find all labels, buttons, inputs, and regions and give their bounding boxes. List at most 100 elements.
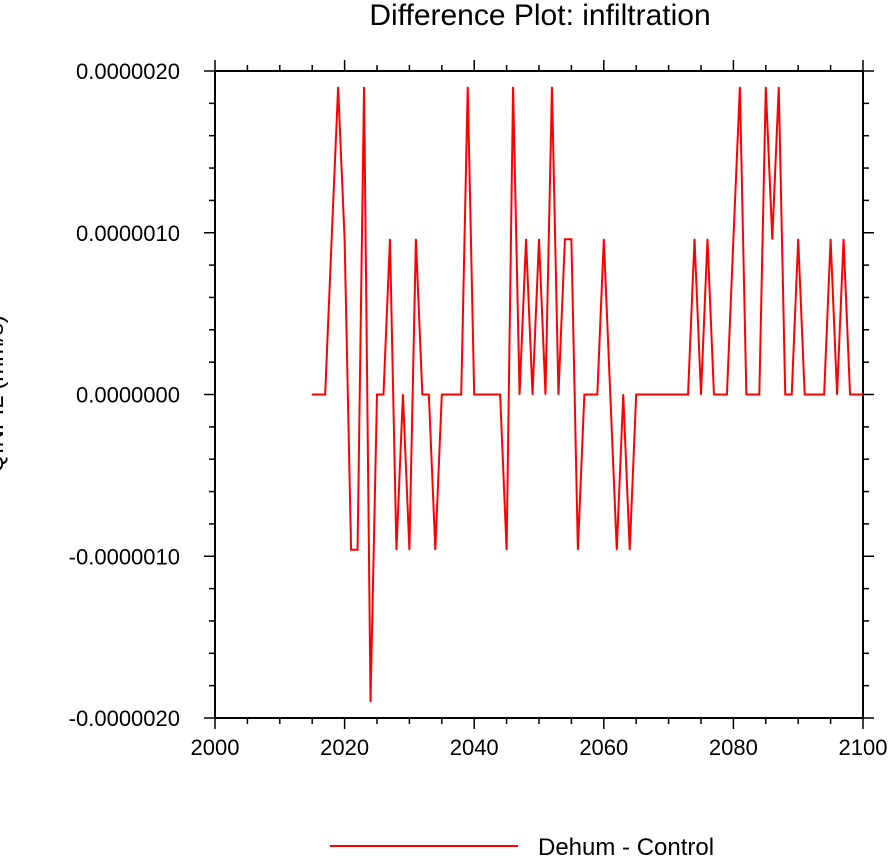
data-point: [668, 393, 670, 396]
data-point: [318, 393, 320, 396]
data-point: [732, 238, 735, 240]
x-tick-label: 2040: [450, 735, 499, 760]
x-axis-ticks: 2000 2020 2040 2060 2080 2100: [191, 60, 888, 760]
data-point: [551, 86, 553, 88]
data-point: [350, 549, 352, 551]
chart-title: Difference Plot: infiltration: [369, 0, 710, 32]
x-tick-label: 2000: [191, 735, 240, 760]
data-point: [467, 86, 469, 88]
data-point: [486, 393, 488, 396]
data-point: [454, 393, 456, 396]
data-point: [855, 393, 858, 396]
series-layer: [311, 86, 864, 703]
data-point: [603, 238, 605, 240]
data-point: [570, 238, 573, 240]
data-point: [356, 549, 359, 551]
data-point: [577, 549, 579, 551]
data-point: [674, 393, 676, 396]
data-point: [726, 393, 728, 396]
data-point: [713, 393, 715, 396]
data-point: [518, 393, 521, 396]
data-point: [525, 238, 527, 240]
data-point: [830, 238, 832, 240]
data-point: [557, 393, 560, 396]
data-point: [331, 238, 333, 240]
legend: Dehum - Control: [330, 834, 714, 857]
data-point: [402, 393, 404, 396]
data-point: [635, 393, 637, 396]
data-point: [817, 393, 819, 396]
x-tick-label: 2080: [709, 735, 758, 760]
data-point: [480, 393, 482, 396]
data-point: [745, 393, 747, 396]
data-point: [363, 86, 365, 88]
data-point: [344, 238, 346, 240]
data-point: [473, 393, 475, 396]
y-axis-ticks: -0.0000020 -0.0000010 0.0000000 0.0000010 0.…: [69, 59, 874, 731]
data-point: [538, 238, 540, 240]
data-point: [596, 393, 598, 396]
data-point: [680, 393, 683, 396]
data-point: [544, 393, 547, 396]
data-point: [778, 86, 780, 88]
data-point: [415, 238, 417, 240]
data-point: [428, 393, 430, 396]
y-axis-label: QINFIL (mm/s): [0, 315, 9, 473]
data-point: [376, 393, 378, 396]
data-point: [395, 549, 398, 551]
y-tick-label: 0.0000000: [76, 383, 180, 408]
data-point: [324, 393, 326, 396]
data-point: [590, 393, 592, 396]
data-point: [810, 393, 812, 396]
data-point: [382, 393, 385, 396]
data-point: [421, 393, 423, 396]
data-point: [739, 86, 741, 88]
x-tick-label: 2020: [320, 735, 369, 760]
data-point: [758, 393, 760, 396]
data-point: [337, 86, 339, 88]
data-point: [369, 701, 372, 703]
data-point: [564, 238, 566, 240]
data-point: [661, 393, 663, 396]
data-point: [434, 549, 436, 551]
data-point: [583, 393, 585, 396]
data-point: [493, 393, 495, 396]
data-point: [441, 393, 443, 396]
data-point: [823, 393, 825, 396]
data-point: [642, 393, 644, 396]
data-point: [849, 393, 851, 396]
data-point: [687, 393, 689, 396]
x-tick-label: 2100: [839, 735, 888, 760]
data-point: [655, 393, 657, 396]
y-tick-label: 0.0000020: [76, 59, 180, 84]
data-point: [408, 549, 410, 551]
data-point: [752, 393, 754, 396]
x-tick-label: 2060: [579, 735, 628, 760]
legend-label: Dehum - Control: [538, 834, 714, 857]
series-line: [312, 87, 863, 702]
data-point: [609, 393, 611, 396]
data-point: [311, 393, 313, 396]
data-point: [700, 393, 702, 396]
data-point: [836, 393, 838, 396]
data-point: [797, 238, 799, 240]
data-point: [842, 238, 845, 240]
data-point: [765, 86, 767, 88]
data-point: [791, 393, 793, 396]
y-tick-label: 0.0000010: [76, 221, 180, 246]
data-point: [771, 238, 773, 240]
data-point: [622, 393, 624, 396]
data-point: [506, 549, 508, 551]
y-tick-label: -0.0000010: [69, 544, 180, 569]
data-point: [460, 393, 462, 396]
data-point: [648, 393, 650, 396]
data-point: [512, 86, 514, 88]
data-point: [706, 238, 709, 240]
y-tick-label: -0.0000020: [69, 706, 180, 731]
data-point: [531, 393, 534, 396]
data-point: [804, 393, 806, 396]
data-point: [616, 549, 618, 551]
data-point: [719, 393, 722, 396]
data-point: [862, 393, 864, 396]
